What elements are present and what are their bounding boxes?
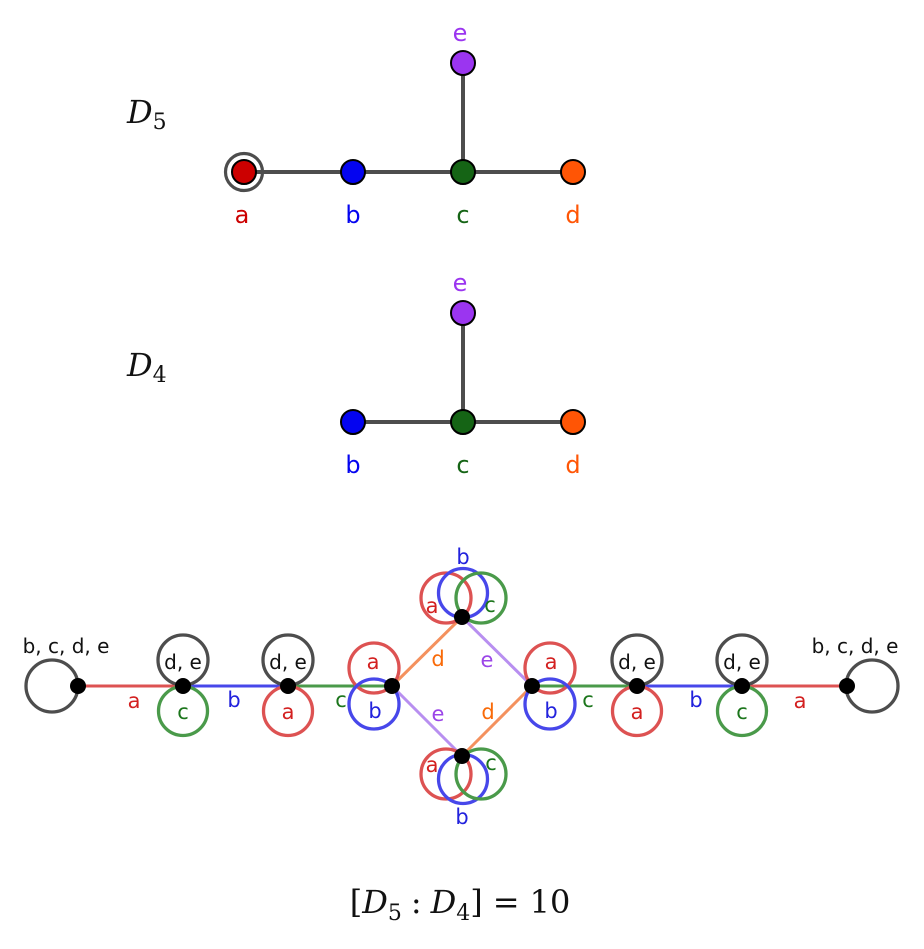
v6-loop-b xyxy=(523,677,577,731)
v7-loop-de-label: d, e xyxy=(618,650,656,674)
v4-loop-a-label: a xyxy=(426,594,439,618)
coset-graph: b, c, d, e d, e c d, e a a b a b c a b c… xyxy=(23,545,900,829)
formula-subgroup-subscript: 4 xyxy=(456,901,470,926)
v4-loop-a xyxy=(419,571,473,625)
edge-label-c-right: c xyxy=(582,688,594,712)
v5-loop-c-label: c xyxy=(485,751,497,775)
graph-vertex-1 xyxy=(175,678,191,694)
graph-vertex-0 xyxy=(70,678,86,694)
d4-label-e: e xyxy=(453,269,468,297)
d5-title-letter: D xyxy=(126,93,153,131)
v6-loop-a-label: a xyxy=(545,650,558,674)
graph-edge-e-bottom-left xyxy=(390,684,464,758)
edge-label-a-left: a xyxy=(128,689,141,713)
formula-colon: : xyxy=(411,883,422,921)
d4-title: D4 xyxy=(126,346,167,388)
v5-loop-a-label: a xyxy=(426,753,439,777)
d5-node-d xyxy=(560,159,586,185)
d5-label-a: a xyxy=(235,201,250,229)
edge-label-b-right: b xyxy=(689,688,702,712)
v4-loop-c xyxy=(454,571,508,625)
formula-group-subscript: 5 xyxy=(388,901,402,926)
d5-title: D5 xyxy=(126,93,167,135)
d5-label-b: b xyxy=(345,201,360,229)
d5-label-d: d xyxy=(565,201,580,229)
d5-node-c xyxy=(450,159,476,185)
v3-loop-b xyxy=(347,677,401,731)
v0-loop-label: b, c, d, e xyxy=(23,634,110,658)
graph-vertex-7 xyxy=(629,678,645,694)
dynkin-diagram-d5: D5 a b c d e xyxy=(126,19,586,229)
d4-label-d: d xyxy=(565,451,580,479)
edge-label-c-left: c xyxy=(335,688,347,712)
v8-loop-c-label: c xyxy=(736,700,748,724)
edge-label-a-right: a xyxy=(794,689,807,713)
v6-loop-a xyxy=(523,641,577,695)
d4-node-b xyxy=(340,409,366,435)
d5-title-subscript: 5 xyxy=(153,110,167,135)
graph-vertex-8 xyxy=(734,678,750,694)
graph-edge-d-bottom-right xyxy=(460,684,534,758)
graph-vertex-5-bottom xyxy=(454,748,470,764)
v1-loop-c-label: c xyxy=(177,700,189,724)
graph-vertex-3 xyxy=(384,678,400,694)
v4-loop-c-label: c xyxy=(484,593,496,617)
v4-loop-b-label: b xyxy=(456,545,469,569)
v7-loop-a-label: a xyxy=(631,700,644,724)
v2-loop-a-label: a xyxy=(282,700,295,724)
graph-vertex-9 xyxy=(839,678,855,694)
formula-lbracket: [ xyxy=(350,883,362,921)
formula-rbracket: ] xyxy=(470,883,482,921)
v5-loop-a xyxy=(419,747,473,801)
d4-node-c xyxy=(450,409,476,435)
v3-loop-a xyxy=(347,641,401,695)
v3-loop-a-label: a xyxy=(367,650,380,674)
edge-label-e-top-right: e xyxy=(481,648,494,672)
d5-label-e: e xyxy=(453,19,468,47)
d5-node-b xyxy=(340,159,366,185)
v8-loop-de-label: d, e xyxy=(723,650,761,674)
formula-index-value: 10 xyxy=(530,883,571,921)
edge-label-b-left: b xyxy=(227,688,240,712)
v6-loop-b-label: b xyxy=(544,699,557,723)
d4-title-letter: D xyxy=(126,346,153,384)
d5-label-c: c xyxy=(456,201,469,229)
edge-label-e-bottom-left: e xyxy=(432,702,445,726)
index-formula: [D5: D4] = 10 xyxy=(350,883,571,926)
v3-loop-b-label: b xyxy=(368,699,381,723)
v9-loop-label: b, c, d, e xyxy=(812,634,899,658)
d4-node-d xyxy=(560,409,586,435)
v5-loop-c xyxy=(454,747,508,801)
d4-label-c: c xyxy=(456,451,469,479)
d4-title-subscript: 4 xyxy=(153,363,167,388)
dynkin-diagram-d4: D4 b c d e xyxy=(126,269,586,479)
v5-loop-b-label: b xyxy=(455,805,468,829)
graph-vertex-2 xyxy=(280,678,296,694)
d4-node-e xyxy=(450,300,476,326)
d5-node-a xyxy=(231,159,257,185)
formula-subgroup: D xyxy=(430,883,457,921)
v1-loop-de-label: d, e xyxy=(164,650,202,674)
d5-node-e xyxy=(450,50,476,76)
v2-loop-de-label: d, e xyxy=(269,650,307,674)
graph-edge-d-top-left xyxy=(390,615,464,688)
edge-label-d-bottom-right: d xyxy=(481,700,494,724)
formula-equals: = xyxy=(493,883,520,921)
d4-label-b: b xyxy=(345,451,360,479)
formula-group: D xyxy=(361,883,388,921)
edge-label-d-top-left: d xyxy=(431,647,444,671)
graph-vertex-6 xyxy=(524,678,540,694)
d5-marked-node-ring xyxy=(223,151,265,193)
graph-edge-e-top-right xyxy=(460,615,534,688)
graph-vertex-4-top xyxy=(454,609,470,625)
